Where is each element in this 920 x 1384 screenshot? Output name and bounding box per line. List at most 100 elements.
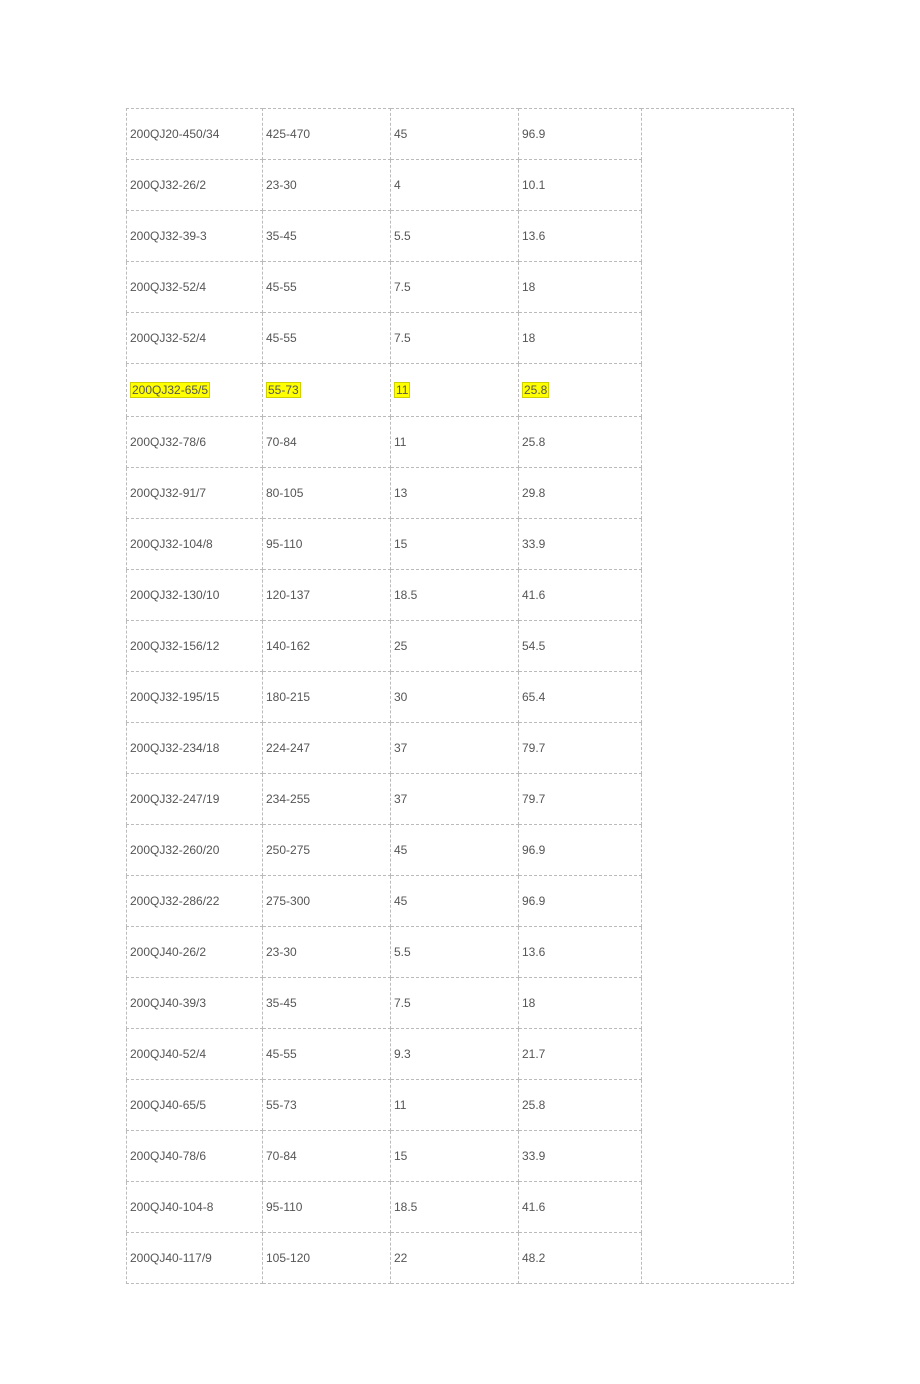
table-cell-val_b: 79.7: [519, 723, 642, 774]
table-cell-model: 200QJ32-130/10: [127, 570, 263, 621]
table-row: 200QJ40-117/9105-1202248.2: [127, 1233, 642, 1284]
table-cell-val_b: 41.6: [519, 1182, 642, 1233]
table-cell-val_b: 29.8: [519, 468, 642, 519]
table-row: 200QJ32-26/223-30410.1: [127, 160, 642, 211]
table-cell-model: 200QJ32-234/18: [127, 723, 263, 774]
table-cell-range: 275-300: [263, 876, 391, 927]
table-cell-val_b: 25.8: [519, 417, 642, 468]
table-cell-val_a: 45: [391, 876, 519, 927]
table-cell-val_a: 45: [391, 109, 519, 160]
table-cell-val_b: 96.9: [519, 109, 642, 160]
table-cell-val_b: 25.8: [519, 1080, 642, 1131]
table-cell-model: 200QJ32-39-3: [127, 211, 263, 262]
table-cell-val_a: 11: [391, 1080, 519, 1131]
table-row: 200QJ32-156/12140-1622554.5: [127, 621, 642, 672]
table-cell-model: 200QJ32-26/2: [127, 160, 263, 211]
table-cell-val_b: 79.7: [519, 774, 642, 825]
table-cell-val_a: 15: [391, 519, 519, 570]
table-right-extension: [641, 108, 794, 1284]
table-cell-val_a: 7.5: [391, 313, 519, 364]
table-cell-val_a: 13: [391, 468, 519, 519]
table-cell-model: 200QJ40-78/6: [127, 1131, 263, 1182]
table-cell-model: 200QJ32-52/4: [127, 262, 263, 313]
table-row: 200QJ32-195/15180-2153065.4: [127, 672, 642, 723]
table-row: 200QJ32-39-335-455.513.6: [127, 211, 642, 262]
table-cell-val_a: 5.5: [391, 927, 519, 978]
table-cell-model: 200QJ32-195/15: [127, 672, 263, 723]
table-cell-range: 23-30: [263, 927, 391, 978]
table-cell-val_a: 11: [391, 417, 519, 468]
table-cell-val_a: 7.5: [391, 262, 519, 313]
table-cell-model: 200QJ32-65/5: [127, 364, 263, 417]
table-cell-model: 200QJ20-450/34: [127, 109, 263, 160]
table-cell-range: 45-55: [263, 262, 391, 313]
table-row: 200QJ40-104-895-11018.541.6: [127, 1182, 642, 1233]
table-row: 200QJ32-52/445-557.518: [127, 262, 642, 313]
table-cell-range: 35-45: [263, 211, 391, 262]
table-row: 200QJ32-130/10120-13718.541.6: [127, 570, 642, 621]
table-cell-range: 425-470: [263, 109, 391, 160]
table-cell-model: 200QJ40-39/3: [127, 978, 263, 1029]
table-cell-model: 200QJ40-65/5: [127, 1080, 263, 1131]
table-cell-val_b: 33.9: [519, 1131, 642, 1182]
table-cell-val_b: 65.4: [519, 672, 642, 723]
table-cell-range: 35-45: [263, 978, 391, 1029]
table-row: 200QJ32-260/20250-2754596.9: [127, 825, 642, 876]
table-cell-range: 95-110: [263, 519, 391, 570]
table-cell-val_a: 11: [391, 364, 519, 417]
table-cell-val_b: 13.6: [519, 927, 642, 978]
table-row: 200QJ32-78/670-841125.8: [127, 417, 642, 468]
table-cell-range: 120-137: [263, 570, 391, 621]
table-cell-range: 80-105: [263, 468, 391, 519]
table-cell-model: 200QJ32-260/20: [127, 825, 263, 876]
table-cell-model: 200QJ40-26/2: [127, 927, 263, 978]
table-cell-range: 140-162: [263, 621, 391, 672]
table-row: 200QJ40-52/445-559.321.7: [127, 1029, 642, 1080]
table-cell-val_b: 33.9: [519, 519, 642, 570]
table-cell-val_b: 18: [519, 262, 642, 313]
table-cell-range: 70-84: [263, 417, 391, 468]
table-cell-model: 200QJ32-104/8: [127, 519, 263, 570]
table-cell-val_b: 96.9: [519, 876, 642, 927]
table-cell-model: 200QJ40-104-8: [127, 1182, 263, 1233]
table-cell-val_b: 25.8: [519, 364, 642, 417]
table-cell-val_b: 18: [519, 313, 642, 364]
table-cell-range: 45-55: [263, 313, 391, 364]
table-row: 200QJ40-26/223-305.513.6: [127, 927, 642, 978]
table-row: 200QJ32-234/18224-2473779.7: [127, 723, 642, 774]
table-cell-range: 234-255: [263, 774, 391, 825]
table-cell-range: 70-84: [263, 1131, 391, 1182]
table-cell-val_b: 48.2: [519, 1233, 642, 1284]
table-row: 200QJ32-52/445-557.518: [127, 313, 642, 364]
table-cell-range: 105-120: [263, 1233, 391, 1284]
table-cell-val_a: 45: [391, 825, 519, 876]
table-row: 200QJ40-65/555-731125.8: [127, 1080, 642, 1131]
table-row: 200QJ32-104/895-1101533.9: [127, 519, 642, 570]
table-cell-val_a: 4: [391, 160, 519, 211]
table-cell-val_a: 5.5: [391, 211, 519, 262]
table-row: 200QJ32-91/780-1051329.8: [127, 468, 642, 519]
table-cell-range: 55-73: [263, 364, 391, 417]
table-cell-val_b: 10.1: [519, 160, 642, 211]
table-cell-range: 224-247: [263, 723, 391, 774]
table-cell-model: 200QJ32-52/4: [127, 313, 263, 364]
table-cell-val_b: 21.7: [519, 1029, 642, 1080]
table-cell-val_a: 18.5: [391, 1182, 519, 1233]
table-cell-val_a: 37: [391, 723, 519, 774]
table-row: 200QJ40-39/335-457.518: [127, 978, 642, 1029]
table-cell-val_b: 18: [519, 978, 642, 1029]
table-cell-val_b: 96.9: [519, 825, 642, 876]
table-row: 200QJ40-78/670-841533.9: [127, 1131, 642, 1182]
table-cell-val_a: 37: [391, 774, 519, 825]
table-row: 200QJ32-247/19234-2553779.7: [127, 774, 642, 825]
table-cell-range: 180-215: [263, 672, 391, 723]
table-cell-val_a: 15: [391, 1131, 519, 1182]
table-cell-val_b: 41.6: [519, 570, 642, 621]
table-cell-range: 95-110: [263, 1182, 391, 1233]
table-cell-range: 55-73: [263, 1080, 391, 1131]
table-cell-val_a: 22: [391, 1233, 519, 1284]
table-cell-model: 200QJ40-117/9: [127, 1233, 263, 1284]
table-cell-val_a: 9.3: [391, 1029, 519, 1080]
table-cell-val_a: 18.5: [391, 570, 519, 621]
table-cell-val_b: 13.6: [519, 211, 642, 262]
